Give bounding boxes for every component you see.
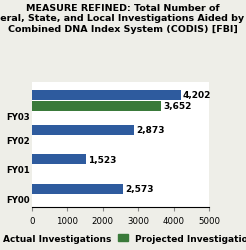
Bar: [32, 184, 123, 194]
Text: FY01: FY01: [6, 166, 30, 174]
Text: 2,573: 2,573: [125, 184, 154, 194]
Bar: [32, 91, 181, 101]
Text: FY02: FY02: [6, 136, 30, 145]
Text: 3,652: 3,652: [164, 102, 192, 111]
Text: 4,202: 4,202: [183, 91, 211, 100]
Text: FY00: FY00: [6, 195, 30, 204]
Text: 2,873: 2,873: [136, 126, 164, 135]
Text: FY03: FY03: [6, 112, 30, 122]
Legend: Actual Investigations, Projected Investigations: Actual Investigations, Projected Investi…: [0, 231, 246, 246]
Text: MEASURE REFINED: Total Number of
Federal, State, and Local Investigations Aided : MEASURE REFINED: Total Number of Federal…: [0, 4, 246, 34]
Bar: [32, 155, 86, 164]
Bar: [32, 126, 134, 135]
Text: 1,523: 1,523: [88, 155, 116, 164]
Bar: [32, 102, 161, 112]
